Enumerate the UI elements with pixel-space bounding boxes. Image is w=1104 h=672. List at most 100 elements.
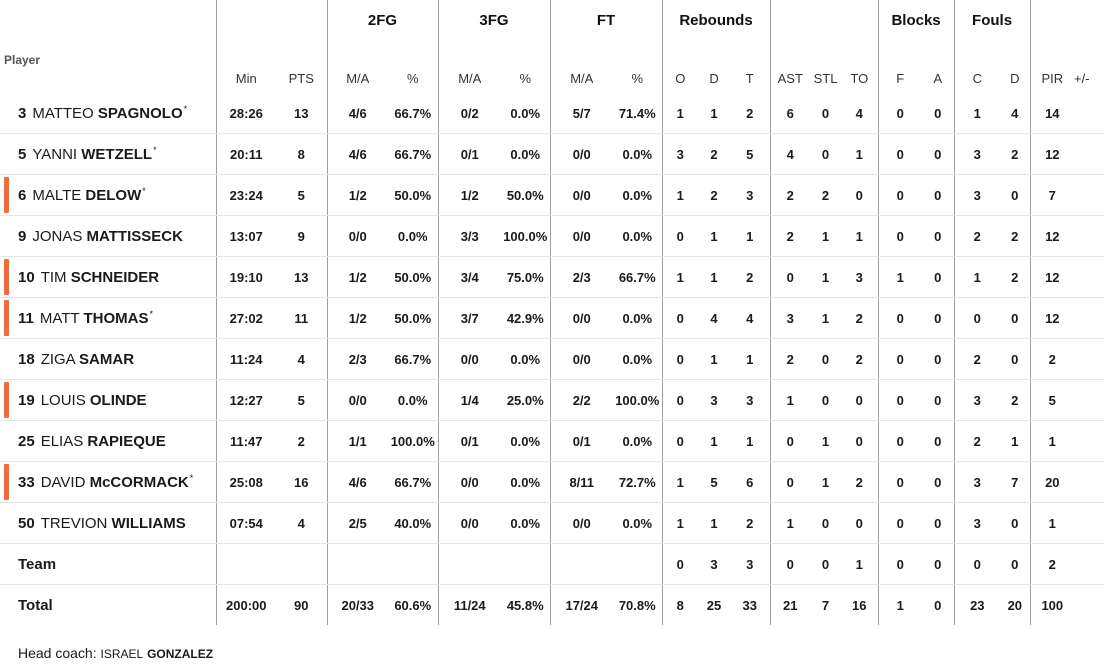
stat-min: 12:27: [215, 379, 276, 421]
stat-3fg-pct: 0.0%: [501, 502, 550, 544]
player-cell[interactable]: 6 MALTE DELOW*: [0, 174, 216, 216]
col-player[interactable]: Player: [4, 53, 41, 67]
player-last-name[interactable]: SCHNEIDER: [70, 268, 160, 286]
player-row[interactable]: 33 DAVID McCORMACK* 25:08 16 4/6 66.7% 0/0 0.0%…: [0, 461, 1104, 503]
player-last-name[interactable]: SPAGNOLO: [97, 104, 183, 122]
col-foul-c[interactable]: C: [953, 40, 1001, 93]
player-cell[interactable]: 18 ZIGA SAMAR: [0, 338, 216, 380]
stat-pts: 4: [276, 502, 327, 544]
col-3fg-pct[interactable]: %: [519, 71, 532, 86]
player-last-name[interactable]: WILLIAMS: [111, 514, 186, 532]
stat-stl: 0: [810, 502, 842, 544]
player-row[interactable]: 3 MATTEO SPAGNOLO* 28:26 13 4/6 66.7% 0/2 0.0% 5…: [0, 93, 1104, 134]
player-row[interactable]: 5 YANNI WETZELL* 20:11 8 4/6 66.7% 0/1 0.0% 0/0 0…: [0, 133, 1104, 175]
player-cell[interactable]: 50 TREVION WILLIAMS: [0, 502, 216, 544]
stat-ft-ma: 0/0: [549, 338, 613, 380]
col-reb-o[interactable]: O: [661, 40, 699, 93]
stat-pir: 12: [1029, 297, 1075, 339]
stat-ft-pct: 70.8%: [618, 597, 656, 613]
stat-reb-o: 8: [661, 584, 699, 625]
player-cell[interactable]: 19 LOUIS OLINDE: [0, 379, 216, 421]
stat-ft-ma: 0/0: [549, 133, 613, 175]
player-number: 33: [18, 473, 35, 491]
stat-foul-d: 7: [1000, 461, 1031, 503]
stat-blk-f: 1: [877, 584, 923, 625]
player-last-name[interactable]: SAMAR: [79, 350, 135, 368]
group-header-row: 2FG 3FG FT Rebounds Blocks Fouls: [0, 0, 1104, 40]
stat-ft-pct: 72.7%: [613, 461, 663, 503]
stat-3fg-pct: 25.0%: [501, 379, 550, 421]
stat-ft-ma: 0/0: [549, 297, 613, 339]
col-min[interactable]: Min: [215, 40, 276, 93]
col-blk-f[interactable]: F: [877, 40, 923, 93]
player-last-name[interactable]: OLINDE: [89, 391, 147, 409]
col-blk-a[interactable]: A: [933, 71, 943, 86]
player-row[interactable]: 50 TREVION WILLIAMS 07:54 4 2/5 40.0% 0/0 0.0% 0…: [0, 502, 1104, 544]
player-row[interactable]: 19 LOUIS OLINDE 12:27 5 0/0 0.0% 1/4 25.0% 2/2 10…: [0, 379, 1104, 421]
player-number: 3: [18, 104, 27, 122]
stat-pir: 12: [1029, 256, 1075, 298]
col-3fg-ma[interactable]: M/A: [437, 40, 501, 93]
player-row[interactable]: 18 ZIGA SAMAR 11:24 4 2/3 66.7% 0/0 0.0% 0/0 0.0%…: [0, 338, 1104, 380]
player-last-name[interactable]: DELOW: [85, 186, 142, 204]
col-ft-ma[interactable]: M/A: [549, 40, 613, 93]
stat-min: 13:07: [215, 215, 276, 257]
stat-ast: 0: [769, 256, 811, 298]
player-last-name[interactable]: WETZELL: [81, 145, 153, 163]
player-row[interactable]: 11 MATT THOMAS* 27:02 11 1/2 50.0% 3/7 42.9% 0/0…: [0, 297, 1104, 339]
col-reb-t[interactable]: T: [745, 71, 754, 86]
stat-foul-c: 2: [953, 420, 1001, 462]
stat-reb-d: 1: [698, 502, 731, 544]
stat-3fg-pct: 75.0%: [501, 256, 550, 298]
stat-to: 0: [841, 174, 879, 216]
stat-blk-f: 0: [877, 502, 923, 544]
player-row[interactable]: 9 JONAS MATTISSECK 13:07 9 0/0 0.0% 3/3 100.0% 0…: [0, 215, 1104, 257]
player-row[interactable]: 6 MALTE DELOW* 23:24 5 1/2 50.0% 1/2 50.0% 0/0 0.…: [0, 174, 1104, 216]
stat-2fg-pct: 0.0%: [388, 215, 438, 257]
stat-pts: 9: [276, 215, 327, 257]
stat-blk-a: 0: [922, 174, 955, 216]
col-reb-d[interactable]: D: [709, 71, 719, 86]
stat-2fg-pct: 60.6%: [394, 597, 432, 613]
col-to[interactable]: TO: [850, 71, 869, 86]
col-pts[interactable]: PTS: [288, 71, 314, 86]
stat-3fg-ma: 3/7: [437, 297, 501, 339]
player-cell[interactable]: 5 YANNI WETZELL*: [0, 133, 216, 175]
stat-ast: 3: [769, 297, 811, 339]
player-cell[interactable]: 33 DAVID McCORMACK*: [0, 461, 216, 503]
player-last-name[interactable]: THOMAS: [83, 309, 149, 327]
col-plus-minus[interactable]: +/-: [1074, 71, 1090, 86]
player-cell[interactable]: 25 ELIAS RAPIEQUE: [0, 420, 216, 462]
stat-plus-minus: [1074, 174, 1104, 216]
player-first-name: TREVION: [40, 514, 108, 532]
col-ast[interactable]: AST: [769, 40, 811, 93]
player-cell[interactable]: 10 TIM SCHNEIDER: [0, 256, 216, 298]
player-row[interactable]: 25 ELIAS RAPIEQUE 11:47 2 1/1 100.0% 0/1 0.0% 0/…: [0, 420, 1104, 462]
stat-pts: 4: [276, 338, 327, 380]
stat-2fg-ma: 2/5: [326, 502, 388, 544]
stat-pts: 2: [276, 420, 327, 462]
stat-blk-a: 0: [922, 93, 955, 134]
col-2fg-ma[interactable]: M/A: [326, 40, 388, 93]
stat-pir: 1: [1029, 502, 1075, 544]
player-last-name[interactable]: RAPIEQUE: [87, 432, 166, 450]
stat-min: 200:00: [215, 584, 276, 625]
player-last-name[interactable]: MATTISSECK: [86, 227, 183, 245]
player-cell[interactable]: 9 JONAS MATTISSECK: [0, 215, 216, 257]
stat-reb-t: 2: [730, 256, 771, 298]
col-stl[interactable]: STL: [813, 71, 838, 86]
col-ft-pct[interactable]: %: [631, 71, 644, 86]
col-pir[interactable]: PIR: [1029, 40, 1075, 93]
stat-ast: 0: [769, 461, 811, 503]
player-cell[interactable]: 11 MATT THOMAS*: [0, 297, 216, 339]
col-foul-d[interactable]: D: [1010, 71, 1020, 86]
player-first-name: MATT: [39, 309, 80, 327]
player-cell[interactable]: 3 MATTEO SPAGNOLO*: [0, 93, 216, 134]
player-row[interactable]: 10 TIM SCHNEIDER 19:10 13 1/2 50.0% 3/4 75.0% 2/…: [0, 256, 1104, 298]
stat-min: 07:54: [215, 502, 276, 544]
player-last-name[interactable]: McCORMACK: [89, 473, 189, 491]
col-2fg-pct[interactable]: %: [406, 71, 419, 86]
stat-foul-c: 3: [953, 379, 1001, 421]
stat-to: 1: [841, 543, 879, 585]
stat-blk-a: 0: [922, 338, 955, 380]
